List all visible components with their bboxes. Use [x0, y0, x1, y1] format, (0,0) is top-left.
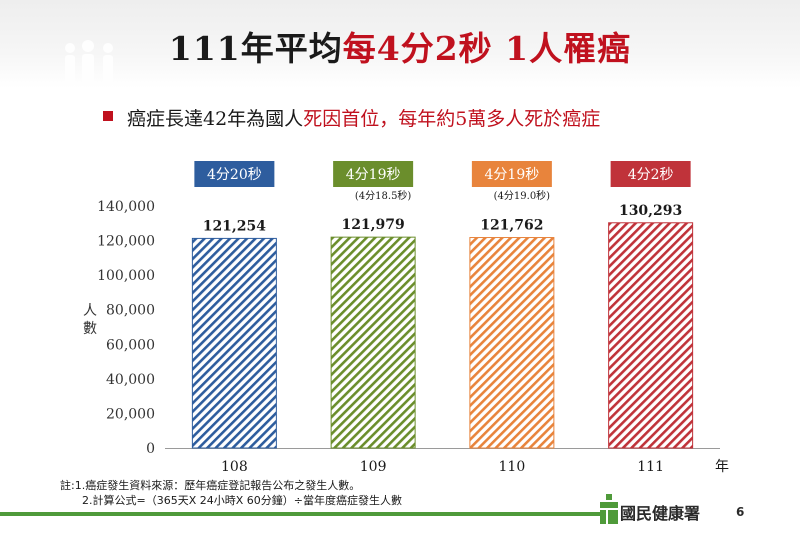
interval-badge-note: (4分19.0秒) — [494, 189, 551, 202]
x-axis-label: 年 — [715, 459, 729, 475]
y-tick-label: 140,000 — [97, 199, 155, 215]
subtitle-highlight: 死因首位，每年約5萬多人死於癌症 — [303, 108, 601, 130]
x-tick-label: 109 — [360, 459, 387, 475]
interval-badge-label: 4分19秒 — [346, 167, 401, 183]
people-icon — [65, 40, 113, 88]
y-tick-label: 20,000 — [106, 406, 155, 422]
page-title: 111年平均每4分2秒 1人罹癌 — [0, 22, 800, 70]
bar — [330, 236, 416, 449]
data-label: 121,762 — [480, 218, 543, 234]
x-tick-label: 111 — [637, 459, 664, 475]
footnote-2: 2.計算公式=（365天X 24小時X 60分鐘）÷當年度癌症發生人數 — [82, 494, 402, 507]
interval-badge-label: 4分20秒 — [207, 167, 262, 183]
title-prefix: 111年平均 — [168, 29, 343, 68]
y-tick-label: 80,000 — [106, 303, 155, 319]
y-axis-label: 數 — [83, 321, 97, 337]
interval-badge — [333, 161, 414, 187]
logo-text: 國民健康署 — [620, 504, 701, 523]
y-tick-label: 100,000 — [97, 268, 155, 284]
bar — [191, 237, 277, 449]
interval-badge — [610, 161, 691, 187]
data-label: 121,254 — [203, 218, 267, 234]
footnotes: 註:1.癌症發生資料來源：歷年癌症登記報告公布之發生人數。 2.計算公式=（36… — [60, 478, 402, 508]
y-tick-label: 120,000 — [97, 234, 155, 250]
x-tick-label: 108 — [221, 459, 248, 475]
y-tick-label: 40,000 — [106, 372, 155, 388]
footer-divider — [0, 512, 600, 516]
bar — [608, 222, 694, 449]
title-highlight: 每4分2秒 1人罹癌 — [342, 29, 632, 68]
interval-badge — [471, 161, 552, 187]
bullet-square-icon — [103, 111, 113, 121]
x-tick-label: 110 — [499, 459, 526, 475]
y-axis-label: 人 — [83, 303, 97, 319]
footnote-1: 註:1.癌症發生資料來源：歷年癌症登記報告公布之發生人數。 — [60, 479, 361, 492]
interval-badge — [194, 161, 275, 187]
data-label: 130,293 — [619, 203, 682, 219]
y-tick-label: 60,000 — [106, 337, 155, 353]
interval-badge-label: 4分2秒 — [628, 167, 674, 183]
interval-badge-note: (4分18.5秒) — [355, 189, 412, 202]
subtitle: 癌症長達42年為國人死因首位，每年約5萬多人死於癌症 — [127, 104, 600, 131]
bar — [469, 237, 555, 449]
interval-badge-label: 4分19秒 — [485, 167, 540, 183]
logo-mark-icon — [600, 494, 618, 524]
y-tick-label: 0 — [146, 441, 155, 457]
hpa-logo: 國民健康署 — [600, 492, 712, 526]
data-label: 121,979 — [341, 217, 404, 233]
title-banner — [0, 0, 800, 88]
page-number: 6 — [736, 505, 745, 519]
subtitle-prefix: 癌症長達42年為國人 — [127, 108, 304, 130]
